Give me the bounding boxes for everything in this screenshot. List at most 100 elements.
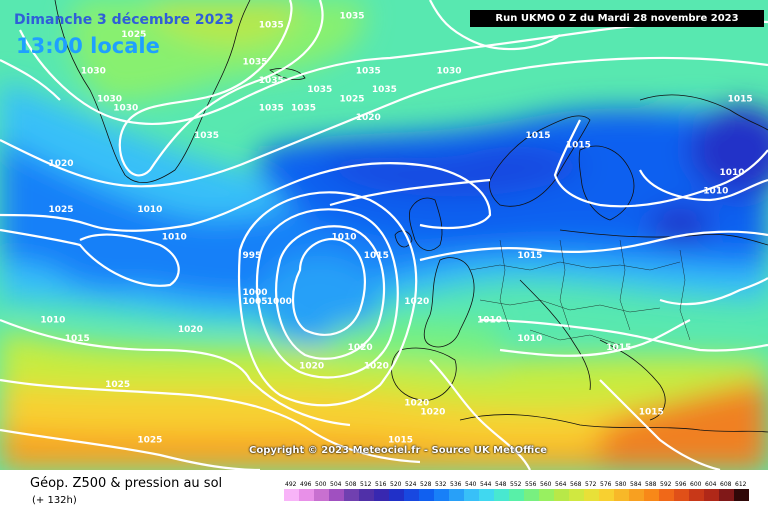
scale-value: 608 (720, 481, 732, 488)
isobar-label: 1035 (356, 67, 381, 77)
isobar-label: 1020 (364, 362, 389, 372)
isobar-label: 1020 (404, 297, 429, 307)
scale-value: 560 (540, 481, 552, 488)
isobar-label: 1025 (137, 435, 162, 445)
isobar-lines (0, 0, 768, 470)
isobar-label: 1010 (703, 187, 728, 197)
isobar-label: 1015 (364, 251, 389, 261)
scale-swatch (434, 489, 449, 501)
scale-value: 556 (525, 481, 537, 488)
scale-swatch (344, 489, 359, 501)
scale-value: 548 (495, 481, 507, 488)
isobar-label: 1025 (340, 94, 365, 104)
scale-swatch (374, 489, 389, 501)
isobar-label: 1010 (720, 168, 745, 178)
scale-swatch (614, 489, 629, 501)
coastlines (54, 0, 768, 433)
scale-value: 576 (600, 481, 612, 488)
isobar-label: 1030 (97, 94, 122, 104)
isobar-label: 1025 (49, 205, 74, 215)
isobar-label: 1020 (299, 362, 324, 372)
isobar-label: 1015 (65, 334, 90, 344)
borders (469, 239, 691, 346)
isobar-label: 1010 (162, 233, 187, 243)
scale-value: 580 (615, 481, 627, 488)
copyright-notice: Copyright © 2023 Meteociel.fr - Source U… (249, 445, 548, 456)
scale-swatch (599, 489, 614, 501)
isobar-label: 1025 (121, 30, 146, 40)
scale-value: 492 (285, 481, 297, 488)
isobar-label: 1010 (40, 316, 65, 326)
isobar-label: 1010 (332, 233, 357, 243)
isobar-label: 1035 (372, 85, 397, 95)
scale-value: 508 (345, 481, 357, 488)
scale-value: 604 (705, 481, 717, 488)
isobar-label: 1030 (113, 104, 138, 114)
scale-value: 524 (405, 481, 417, 488)
isobar-label: 1020 (49, 159, 74, 169)
scale-swatch (509, 489, 524, 501)
scale-swatch (659, 489, 674, 501)
scale-swatch (629, 489, 644, 501)
scale-swatch (554, 489, 569, 501)
isobar-label: 1035 (243, 58, 268, 68)
legend-panel: Géop. Z500 & pression au sol (+ 132h) 49… (0, 470, 768, 512)
scale-value: 600 (690, 481, 702, 488)
isobar-label: 1020 (356, 113, 381, 123)
scale-value: 540 (465, 481, 477, 488)
forecast-time: 13:00 locale (16, 34, 160, 58)
scale-swatch (479, 489, 494, 501)
isobar-label: 1015 (566, 141, 591, 151)
scale-value: 564 (555, 481, 567, 488)
isobar-label: 1020 (404, 399, 429, 409)
scale-value: 612 (735, 481, 747, 488)
isobar-label: 1015 (526, 131, 551, 141)
color-scale: 492 496 500 504 508 512 516 520 524 528 532 536 540 5… (284, 481, 749, 501)
isobar-label: 1020 (420, 408, 445, 418)
model-run-banner: Run UKMO 0 Z du Mardi 28 novembre 2023 (470, 10, 764, 27)
scale-swatch (449, 489, 464, 501)
scale-swatch (284, 489, 299, 501)
isobar-label: 1020 (178, 325, 203, 335)
isobar-label: 1035 (259, 104, 284, 114)
legend-title: Géop. Z500 & pression au sol (30, 476, 223, 491)
scale-value: 516 (375, 481, 387, 488)
isobar-label: 995 (243, 251, 262, 261)
isobar-label: 1000 (243, 288, 268, 298)
isobar-label: 1035 (291, 104, 316, 114)
isobar-label: 1005 (243, 297, 268, 307)
geopotential-field (0, 0, 768, 470)
scale-swatch (704, 489, 719, 501)
scale-value: 588 (645, 481, 657, 488)
isobar-label: 1000 (267, 297, 292, 307)
scale-value: 496 (300, 481, 312, 488)
scale-swatch (524, 489, 539, 501)
isobar-label: 1035 (307, 85, 332, 95)
scale-swatch (689, 489, 704, 501)
isobar-label: 1035 (194, 131, 219, 141)
scale-value: 584 (630, 481, 642, 488)
scale-swatch (584, 489, 599, 501)
isobar-label: 1015 (388, 435, 413, 445)
scale-value: 592 (660, 481, 672, 488)
isobar-label: 1015 (639, 408, 664, 418)
scale-swatch (419, 489, 434, 501)
isobar-label: 1035 (259, 21, 284, 31)
scale-value: 532 (435, 481, 447, 488)
scale-swatch (314, 489, 329, 501)
scale-value: 596 (675, 481, 687, 488)
scale-swatch (404, 489, 419, 501)
scale-swatch (674, 489, 689, 501)
isobar-label: 1015 (728, 94, 753, 104)
isobar-label: 1030 (437, 67, 462, 77)
isobar-label: 1035 (340, 11, 365, 21)
isobar-label: 1010 (517, 334, 542, 344)
scale-value: 568 (570, 481, 582, 488)
forecast-date: Dimanche 3 décembre 2023 (14, 12, 234, 28)
isobar-label: 1020 (348, 343, 373, 353)
scale-swatch (389, 489, 404, 501)
scale-value: 536 (450, 481, 462, 488)
isobar-label: 1015 (517, 251, 542, 261)
